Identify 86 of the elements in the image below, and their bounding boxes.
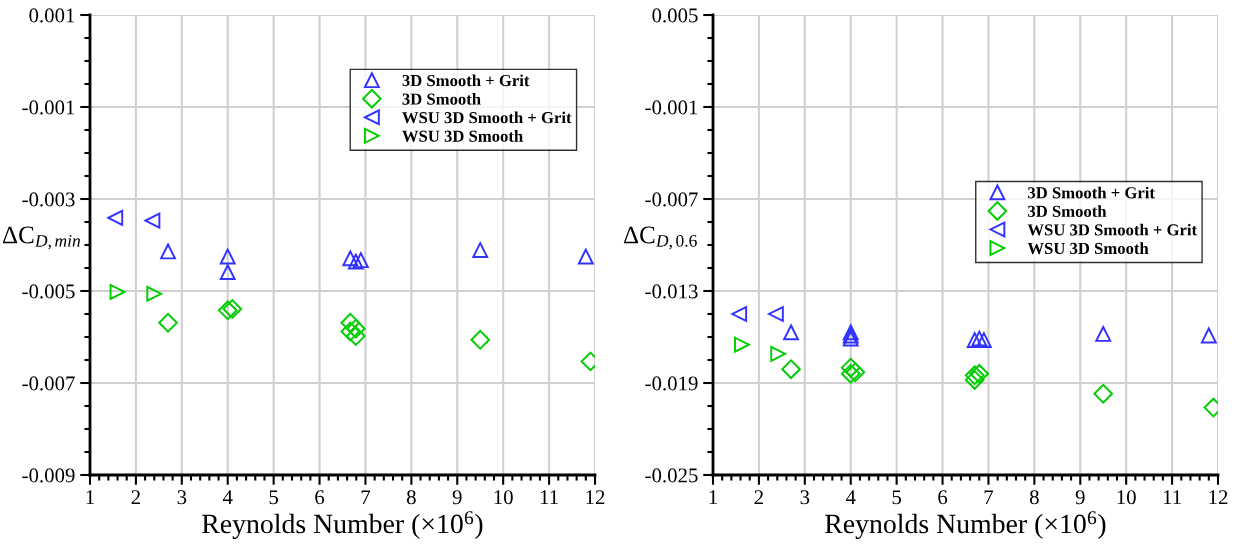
point	[217, 300, 238, 321]
legend-label: 3D Smooth + Grit	[1028, 186, 1155, 199]
point	[969, 363, 990, 384]
y-tick-label: -0.003	[22, 192, 75, 207]
x-axis-title: Reynolds Number (×10$^{6}$)	[825, 511, 1106, 540]
x-tick-label: 1	[86, 490, 94, 505]
x-axis-title: Reynolds Number (×10$^{6}$)	[202, 511, 483, 540]
y-tick-label: -0.005	[22, 284, 75, 299]
x-tick-label: 4	[845, 490, 856, 505]
x-tick-label: 11	[1163, 490, 1181, 505]
point	[158, 312, 178, 333]
y-tick-label: -0.001	[645, 100, 698, 115]
point	[975, 332, 992, 348]
point	[470, 329, 491, 350]
x-tick-label: 10	[494, 490, 513, 505]
y-tick-label: -0.001	[22, 100, 75, 115]
point	[472, 242, 489, 258]
y-tick-label: -0.007	[645, 192, 698, 207]
point	[144, 212, 161, 229]
y-tick-label: -0.025	[645, 468, 698, 483]
point	[731, 306, 748, 322]
y-tick-label: -0.019	[645, 376, 698, 391]
x-tick-label: 7	[361, 490, 371, 505]
point	[840, 363, 861, 384]
x-tick-label: 5	[892, 490, 902, 505]
x-tick-label: 11	[540, 490, 558, 505]
x-tick-label: 1	[709, 490, 717, 505]
legend-label: 3D Smooth	[1028, 205, 1107, 217]
point	[783, 324, 799, 341]
point	[964, 365, 985, 386]
point	[966, 332, 983, 348]
x-tick-label: 6	[315, 490, 325, 505]
point	[734, 336, 750, 353]
x-tick-label: 6	[938, 490, 948, 505]
point	[845, 362, 866, 383]
point	[222, 299, 243, 319]
legend-label: 3D Smooth	[402, 92, 481, 105]
point	[577, 248, 594, 265]
x-tick-label: 10	[1117, 490, 1136, 505]
legend-label: WSU 3D Smooth	[402, 130, 523, 142]
legend-label: 3D Smooth + Grit	[402, 74, 530, 87]
x-tick-label: 8	[406, 490, 416, 505]
point	[352, 252, 369, 269]
y-tick-label: -0.009	[22, 468, 75, 483]
point	[109, 284, 126, 300]
y-axis-title: ΔC$_{D,min}$	[2, 226, 81, 250]
x-tick-label: 5	[269, 490, 279, 505]
point	[340, 321, 361, 342]
x-tick-label: 12	[1209, 490, 1228, 505]
x-tick-label: 8	[1029, 490, 1039, 505]
legend-label: WSU 3D Smooth	[1027, 242, 1149, 255]
point	[107, 209, 124, 226]
x-tick-label: 9	[1075, 490, 1085, 505]
point	[1200, 327, 1217, 344]
point	[146, 285, 163, 302]
x-tick-label: 4	[222, 490, 233, 505]
y-axis-title: ΔC$_{D,0.6}$	[623, 226, 697, 250]
point	[342, 250, 359, 267]
x-tick-label: 2	[754, 490, 763, 505]
legend-label: WSU 3D Smooth + Grit	[402, 111, 572, 124]
point	[1093, 383, 1114, 404]
point	[219, 248, 236, 265]
point	[964, 370, 985, 390]
y-tick-label: 0.001	[29, 8, 75, 23]
y-tick-label: 0.005	[652, 8, 698, 23]
x-tick-label: 3	[177, 490, 187, 505]
point	[347, 253, 364, 270]
point	[840, 357, 861, 378]
point	[219, 264, 236, 281]
point	[340, 312, 361, 333]
point	[1095, 326, 1112, 342]
point	[781, 359, 801, 380]
x-tick-label: 3	[800, 490, 810, 505]
point	[767, 306, 784, 322]
y-tick-label: -0.013	[645, 284, 698, 299]
y-tick-label: -0.007	[22, 376, 75, 391]
legend-label: WSU 3D Smooth + Grit	[1027, 223, 1198, 236]
point	[770, 345, 787, 362]
point	[160, 243, 176, 260]
x-tick-label: 7	[984, 490, 994, 505]
point	[346, 326, 366, 346]
x-tick-label: 2	[131, 490, 140, 505]
x-tick-label: 9	[452, 490, 462, 505]
point	[971, 330, 988, 347]
x-tick-label: 12	[586, 490, 605, 505]
point	[346, 318, 366, 339]
